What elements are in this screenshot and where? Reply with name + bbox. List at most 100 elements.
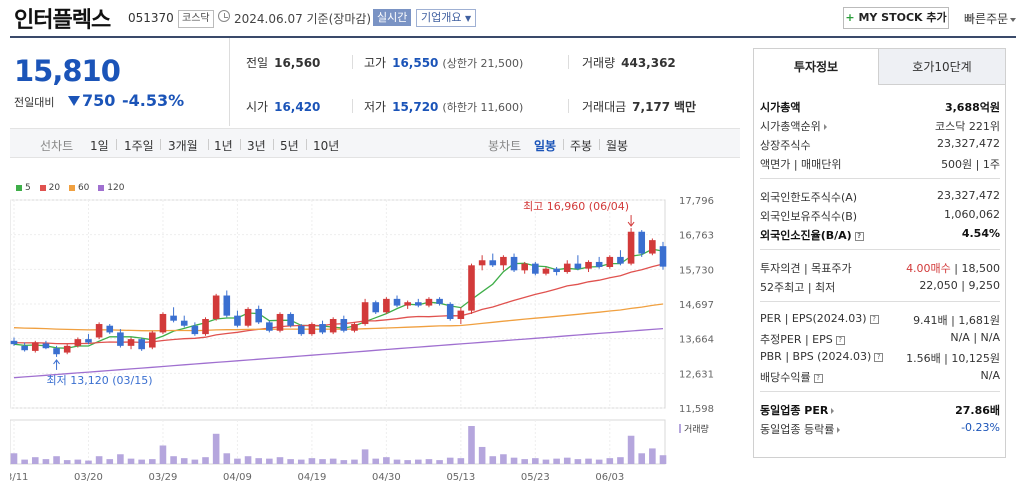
period-3y[interactable]: 3년	[247, 139, 266, 153]
market-badge: 코스닥	[178, 10, 214, 28]
candle-monthly[interactable]: 월봉	[606, 139, 629, 153]
volume-bar	[212, 433, 220, 464]
candle-body	[563, 263, 571, 273]
candle-weekly[interactable]: 주봉	[570, 139, 593, 153]
low-annotation: 최저 13,120 (03/15)	[47, 374, 153, 387]
period-1w[interactable]: 1주일	[124, 139, 154, 153]
help-icon[interactable]: ?	[813, 373, 823, 383]
period-10y[interactable]: 10년	[313, 139, 340, 153]
info-row-label: 외국인보유주식수(B)	[760, 210, 858, 223]
open-value: 16,420	[274, 100, 321, 114]
period-5y[interactable]: 5년	[280, 139, 299, 153]
candle-body	[457, 310, 465, 320]
help-icon[interactable]: ?	[835, 335, 845, 345]
period-1d[interactable]: 1일	[90, 139, 109, 153]
info-row-label[interactable]: 동일업종 등락률	[760, 421, 841, 437]
info-row: 시가총액순위 코스닥 221위	[760, 118, 1000, 136]
tab-orderbook[interactable]: 호가10단계	[879, 49, 1005, 85]
info-row: 외국인한도주식수(A) 23,327,472	[760, 189, 1000, 207]
quick-order-label: 빠른주문	[964, 12, 1009, 26]
candle-body	[287, 313, 294, 326]
volume-label: 거래량	[582, 56, 616, 70]
info-row: 추정PER | EPS? N/A | N/A	[760, 331, 1000, 349]
candle-body	[244, 308, 252, 326]
volume-bar	[74, 459, 82, 464]
divider	[306, 139, 307, 150]
y-tick-label: 16,763	[679, 231, 714, 242]
period-3m[interactable]: 3개월	[168, 139, 198, 153]
legend-label-5: 5	[25, 183, 31, 193]
volume-bar	[170, 456, 177, 464]
candle-daily[interactable]: 일봉	[534, 139, 557, 153]
help-icon[interactable]: ?	[874, 352, 884, 362]
opinion-value: 4.00매수	[906, 262, 951, 275]
add-mystock-button[interactable]: + MY STOCK 추가	[843, 7, 949, 29]
candle-body	[436, 298, 443, 304]
candle-body	[266, 322, 273, 331]
volume-bar	[425, 459, 433, 464]
info-row-label[interactable]: 시가총액순위	[760, 118, 827, 134]
upper-limit: (상한가 21,500)	[442, 57, 524, 70]
info-row-value: N/A | N/A	[950, 331, 1000, 344]
candle-body	[361, 302, 369, 325]
divider	[116, 139, 117, 150]
candle-body	[127, 339, 135, 346]
volume-bar	[297, 459, 305, 464]
volume-bar	[489, 456, 497, 464]
add-mystock-label: MY STOCK 추가	[858, 11, 947, 24]
prev-value: 16,560	[274, 56, 321, 70]
candle-body	[659, 246, 667, 267]
candle-body	[191, 325, 199, 335]
trade-amount: 거래대금 7,177 백만	[582, 98, 696, 115]
x-tick-label: 04/30	[372, 472, 401, 483]
high-annotation: 최고 16,960 (06/04)	[523, 200, 629, 213]
section-divider	[760, 249, 1000, 250]
tab-invest-info[interactable]: 투자정보	[754, 49, 879, 85]
volume-bar	[329, 458, 337, 464]
high-arrow-head	[627, 221, 635, 227]
change-label: 전일대비	[14, 96, 55, 109]
candle-body	[617, 256, 624, 264]
y-tick-label: 13,664	[679, 335, 714, 346]
clock-icon	[218, 10, 230, 22]
info-row-value: 1.56배 | 10,125원	[906, 352, 1000, 365]
candle-body	[627, 231, 635, 264]
down-triangle-icon	[68, 96, 80, 106]
volume-bar	[287, 459, 294, 464]
info-row-label[interactable]: 동일업종 PER	[760, 402, 835, 418]
amount-value: 7,177	[632, 100, 671, 114]
candle-body	[425, 298, 433, 306]
info-row-label: PBR | BPS (2024.03)?	[760, 350, 884, 363]
volume-bar	[606, 458, 614, 464]
current-price: 15,810	[14, 54, 121, 88]
volume-bar	[63, 460, 71, 464]
low-label: 저가	[364, 100, 387, 114]
candle-body	[446, 303, 454, 320]
volume-legend-swatch	[679, 424, 681, 433]
lower-limit: (하한가 11,600)	[442, 101, 524, 114]
company-info-label: 기업개요	[421, 11, 462, 24]
help-icon[interactable]: ?	[854, 231, 864, 241]
section-divider	[760, 178, 1000, 179]
help-icon[interactable]: ?	[869, 314, 879, 324]
candle-body	[63, 345, 71, 353]
info-row: 외국인보유주식수(B) 1,060,062	[760, 208, 1000, 226]
quick-order-button[interactable]: 빠른주문	[964, 10, 1017, 27]
company-info-dropdown[interactable]: 기업개요 ▼	[416, 9, 477, 27]
volume-bar	[542, 459, 550, 464]
y-tick-label: 12,631	[679, 369, 714, 380]
candle-body	[414, 302, 422, 306]
legend-swatch-20	[39, 184, 46, 191]
target-price-value: | 18,500	[950, 262, 1000, 275]
price-plot-frame	[10, 199, 666, 409]
realtime-button[interactable]: 실시간	[373, 9, 412, 26]
period-1y[interactable]: 1년	[214, 139, 233, 153]
volume-bar	[340, 460, 348, 464]
price-change-pct: -4.53%	[122, 91, 185, 110]
candle-body	[276, 313, 284, 331]
info-tabs: 투자정보 호가10단계	[754, 49, 1005, 85]
legend-swatch-5	[16, 184, 22, 191]
volume-bar	[574, 459, 582, 464]
stock-chart[interactable]: 17,796 16,763 15,730 14,697 13,664 12,631 11,5…	[10, 158, 740, 488]
volume-bar	[627, 435, 635, 464]
